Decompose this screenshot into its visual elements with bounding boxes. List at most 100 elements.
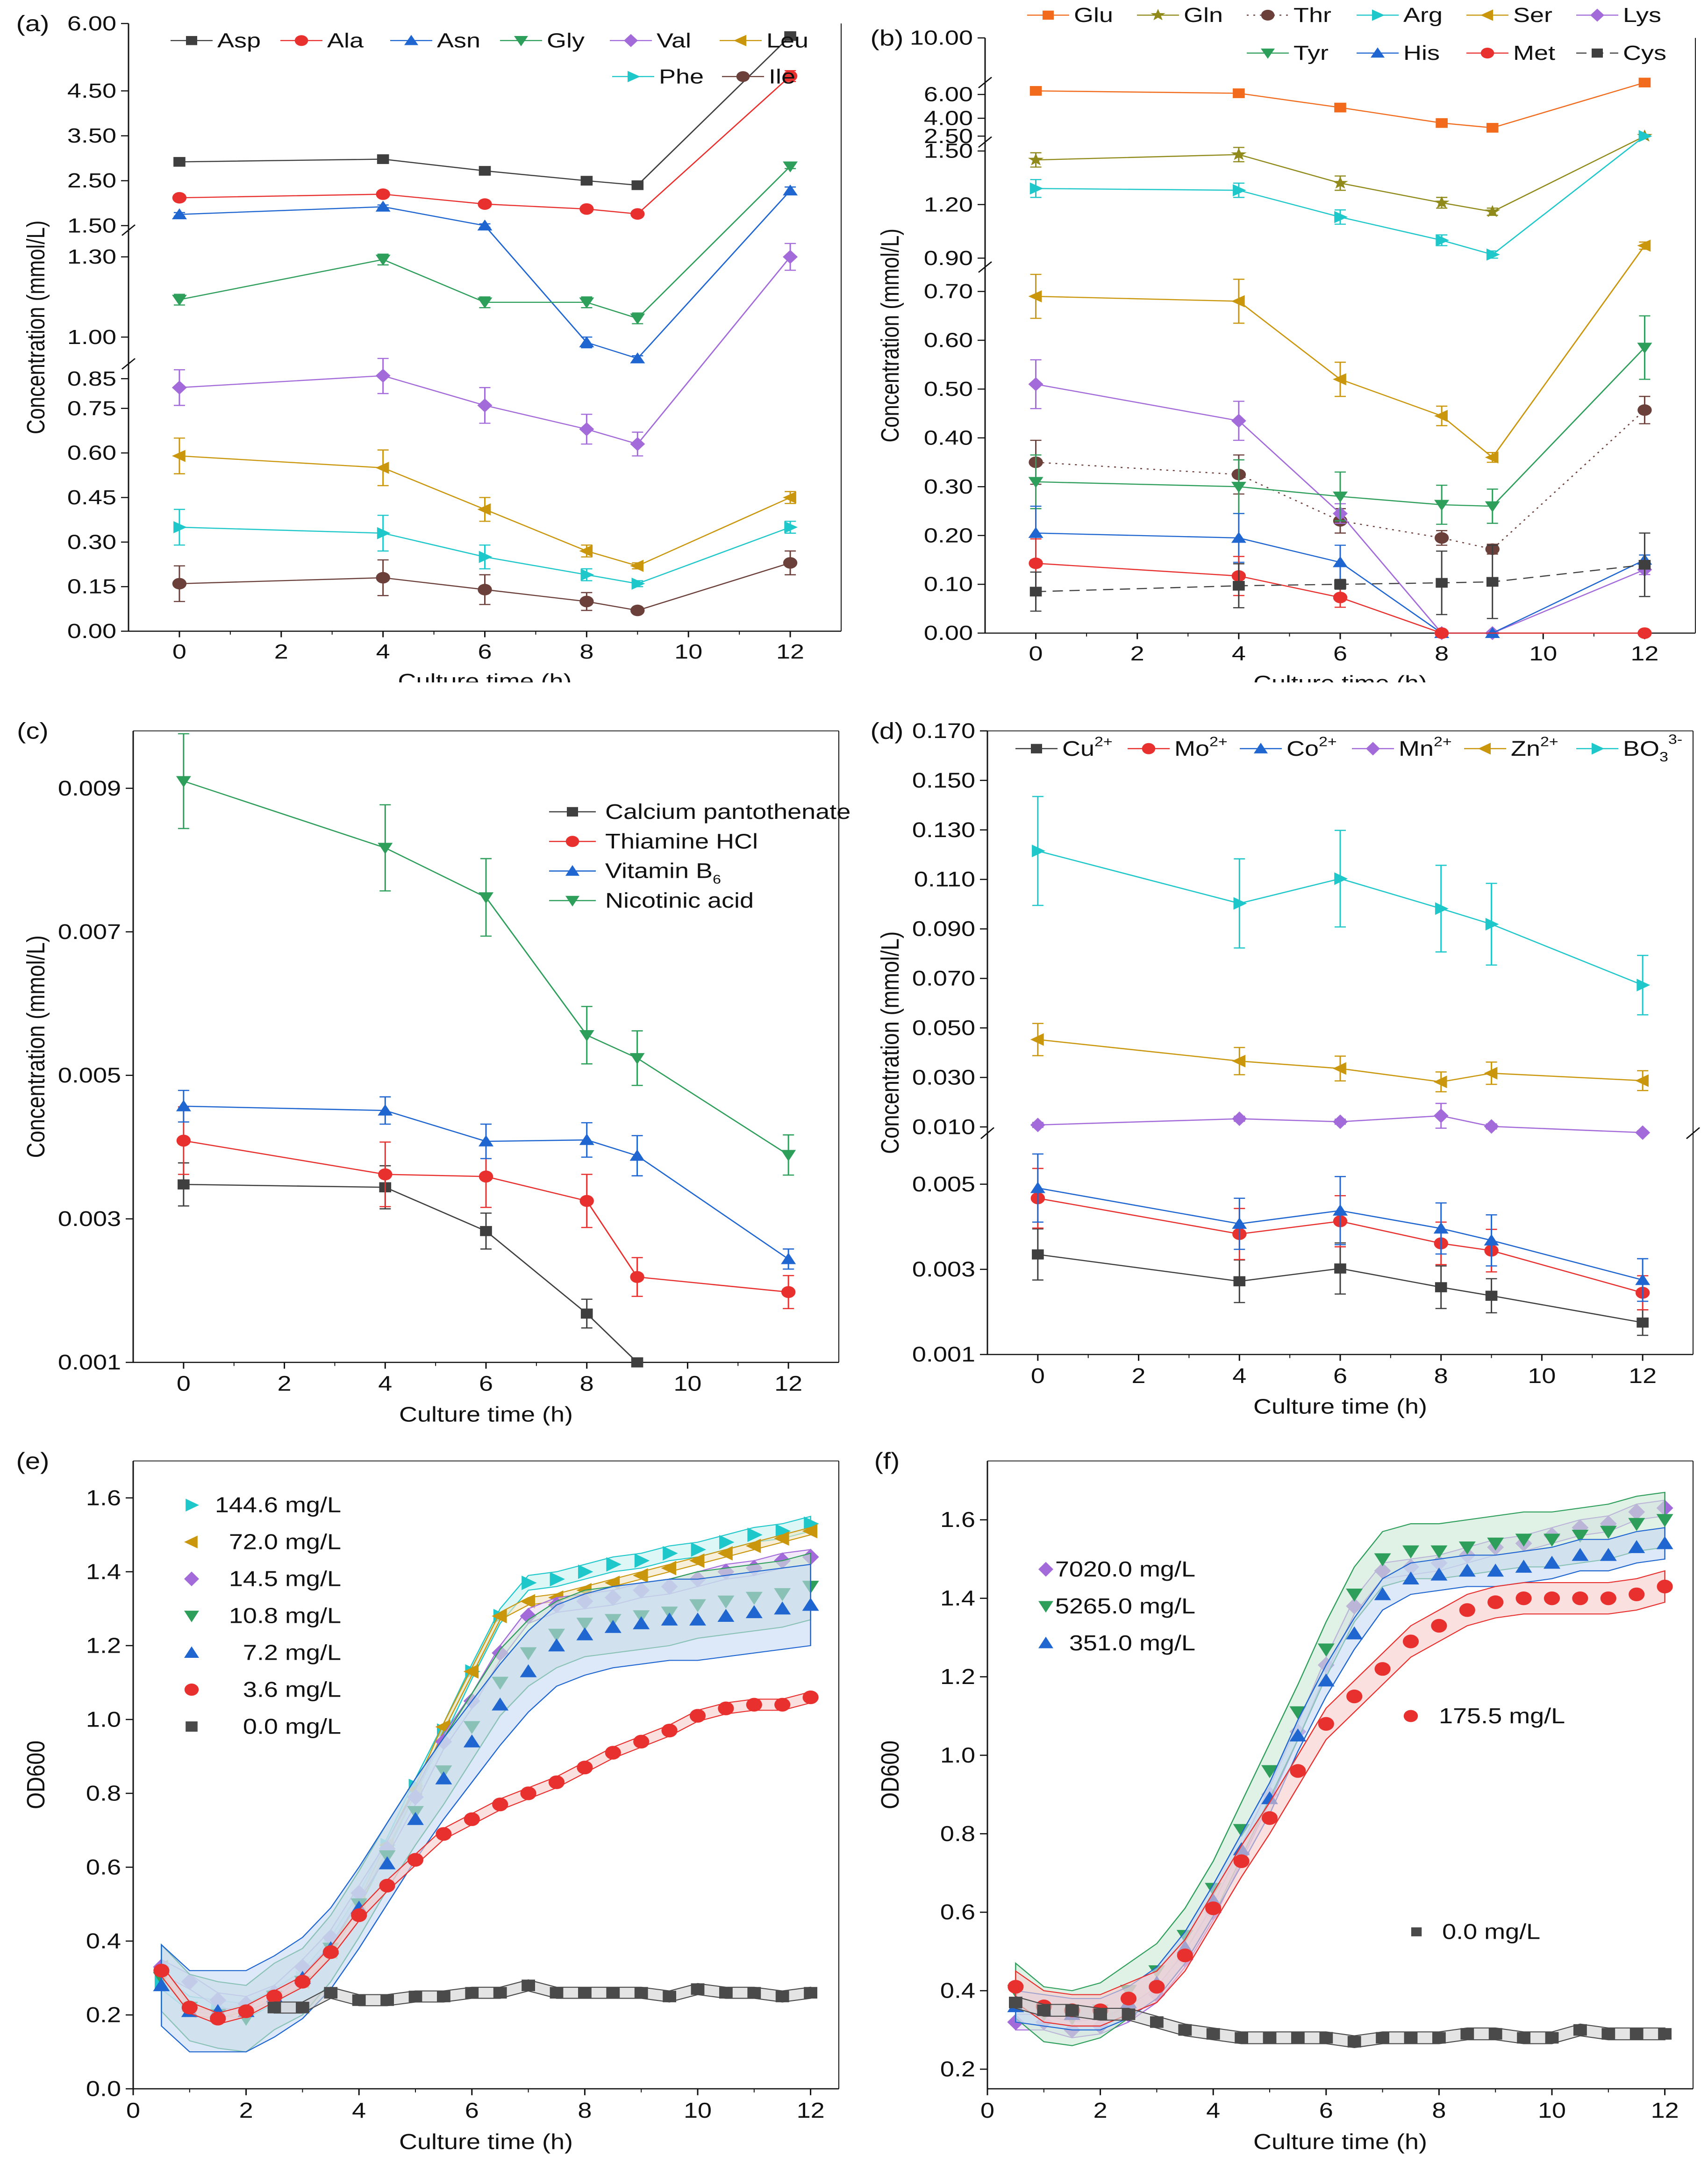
data-point (579, 1133, 594, 1145)
data-point (477, 219, 493, 231)
legend-label: Asp (217, 29, 261, 52)
data-point (579, 595, 594, 608)
x-tick-label: 8 (1435, 642, 1449, 665)
data-point (176, 1134, 191, 1147)
data-point (1093, 2008, 1107, 2020)
legend-item: 72.0 mg/L (184, 1529, 341, 1554)
data-point (781, 1253, 796, 1264)
data-point (1544, 1591, 1560, 1605)
data-point (604, 1620, 622, 1633)
data-point (172, 578, 187, 590)
legend-item: Glu (1027, 4, 1113, 27)
x-tick-label: 0 (172, 640, 186, 663)
panel-label: (a) (16, 12, 50, 36)
data-point (1317, 1673, 1335, 1687)
data-point (1291, 2032, 1305, 2044)
series-line (1036, 564, 1645, 593)
data-point (407, 1812, 424, 1825)
data-point (1120, 1992, 1137, 2006)
data-point (1333, 491, 1348, 503)
data-point (1484, 1067, 1498, 1080)
y-tick-label: 1.50 (924, 139, 973, 162)
legend-marker (1478, 743, 1491, 755)
series-ile (172, 550, 798, 616)
series-ser (1028, 239, 1651, 464)
legend-label: BO33- (1623, 732, 1682, 764)
data-point (719, 1535, 735, 1550)
data-point (1149, 1980, 1165, 1994)
legend-label: Mo2+ (1174, 734, 1228, 760)
data-point (378, 1168, 393, 1181)
legend-item: 0.0 mg/L (186, 1714, 341, 1739)
legend-item: Gln (1137, 4, 1223, 27)
data-point (1601, 2028, 1615, 2040)
data-point (1334, 102, 1346, 113)
series-line (1037, 850, 1643, 986)
data-point (783, 557, 798, 569)
data-point (1334, 1263, 1346, 1274)
data-point (1485, 1290, 1498, 1301)
data-point (1347, 2035, 1361, 2048)
data-point (1231, 481, 1246, 493)
data-point (1333, 1204, 1348, 1216)
data-point (1346, 1689, 1363, 1704)
series-line (1036, 82, 1645, 129)
legend-label: His (1403, 42, 1440, 64)
legend-marker (184, 1535, 198, 1548)
data-point (1658, 2028, 1672, 2040)
data-point (1628, 1518, 1645, 1531)
y-tick-label: 1.2 (86, 1633, 121, 1658)
data-point (1028, 377, 1043, 391)
legend-marker (565, 836, 579, 847)
y-tick-label: 1.4 (940, 1586, 975, 1611)
data-point (479, 892, 493, 904)
data-point (633, 1568, 648, 1583)
data-point (663, 1546, 678, 1561)
data-point (1484, 205, 1501, 217)
data-point (173, 157, 186, 167)
series-line (183, 1140, 789, 1293)
data-point (747, 1527, 763, 1542)
series-line (1037, 1039, 1643, 1083)
data-point (378, 843, 393, 854)
x-tick-label: 2 (1132, 1364, 1146, 1388)
data-point (1030, 1033, 1044, 1046)
data-point (1028, 153, 1044, 165)
data-point (747, 1987, 761, 1999)
legend-label: 0.0 mg/L (1442, 1919, 1540, 1944)
data-point (377, 527, 391, 539)
data-point (522, 1979, 535, 1992)
legend-marker (184, 1646, 199, 1658)
data-point (1433, 1222, 1449, 1234)
series-175-5-mg-l (1008, 1570, 1673, 2027)
data-point (1430, 1567, 1448, 1581)
data-point (784, 521, 798, 533)
x-tick-label: 6 (478, 640, 492, 663)
data-point (783, 184, 798, 196)
data-point (1629, 1587, 1645, 1601)
data-point (802, 1690, 819, 1705)
y-tick-label: 0.005 (912, 1172, 975, 1196)
x-tick-label: 6 (1333, 642, 1347, 665)
legend-item: Gly (500, 29, 585, 52)
data-point (1261, 1811, 1278, 1825)
data-point (380, 1994, 394, 2006)
series-line (179, 75, 791, 215)
data-point (1233, 88, 1245, 98)
data-point (520, 1664, 537, 1677)
legend-item: Val (610, 29, 691, 52)
y-tick-label: 0.170 (912, 719, 975, 743)
legend-marker (1403, 1710, 1418, 1722)
data-point (1028, 290, 1042, 303)
x-axis-title: Culture time (h) (1253, 2129, 1427, 2154)
data-point (1030, 1118, 1045, 1132)
x-tick-label: 8 (579, 640, 593, 663)
series-bo33- (1032, 795, 1651, 1016)
x-tick-label: 12 (776, 640, 804, 663)
y-tick-label: 4.00 (924, 107, 973, 129)
data-point (629, 1053, 645, 1065)
data-point (774, 1531, 789, 1546)
data-point (1434, 627, 1449, 639)
data-point (1333, 591, 1348, 603)
data-point (1515, 1560, 1532, 1573)
